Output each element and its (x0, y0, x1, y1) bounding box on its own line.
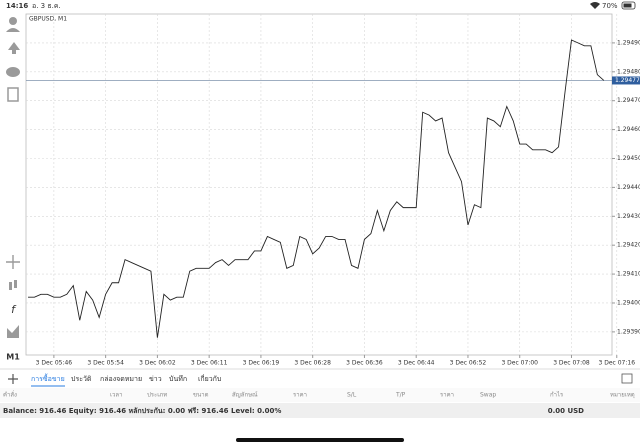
chart-title: GBPUSD, M1 (29, 16, 67, 23)
tab[interactable]: การซื้อขาย (31, 372, 65, 383)
left-toolbar: f M1 (6, 17, 20, 362)
price-line-series (28, 39, 605, 338)
battery-level (623, 3, 632, 8)
chat-icon[interactable] (6, 67, 20, 77)
price-tag (612, 76, 640, 85)
tab[interactable]: ประวัติ (71, 375, 92, 383)
objects-icon[interactable] (7, 325, 19, 338)
document-icon[interactable] (7, 87, 19, 102)
y-tick-label: 1.29460 (617, 126, 640, 133)
table-header-cell: สัญลักษณ์ (232, 391, 258, 399)
wifi-icon (590, 2, 600, 9)
y-tick-label: 1.29480 (617, 68, 640, 75)
home-indicator (236, 438, 404, 442)
balance-total: 0.00 USD (548, 407, 584, 415)
x-tick-label: 3 Dec 06:11 (191, 360, 228, 367)
tab[interactable]: บันทึก (169, 374, 187, 383)
add-button[interactable] (8, 374, 18, 384)
timeframe-button[interactable]: M1 (6, 353, 20, 362)
x-tick-label: 3 Dec 06:52 (450, 360, 487, 367)
status-battery: 70% (602, 2, 618, 10)
chart-frame (25, 13, 613, 356)
y-tick-label: 1.29430 (617, 213, 640, 220)
table-header-bg (0, 388, 640, 402)
y-tick-label: 1.29490 (617, 39, 640, 46)
y-tick-label: 1.29450 (617, 155, 640, 162)
candles-icon[interactable] (9, 282, 12, 290)
y-tick-label: 1.29440 (617, 184, 640, 191)
table-header-cell: Swap (480, 392, 496, 399)
table-header-cell: หมายเหตุ (610, 392, 635, 399)
table-header-cell: T/P (395, 392, 406, 399)
tab[interactable]: ข่าว (149, 375, 162, 383)
x-tick-label: 3 Dec 06:02 (139, 360, 176, 367)
x-tick-label: 3 Dec 07:08 (553, 360, 590, 367)
battery-icon (621, 1, 636, 10)
table-header-cell: ขนาด (193, 392, 209, 399)
x-tick-label: 3 Dec 07:00 (501, 360, 538, 367)
y-tick-label: 1.29470 (617, 97, 640, 104)
table-header-cell: คำสั่ง (3, 391, 17, 399)
indicators-icon[interactable]: f (11, 303, 17, 316)
layout-button[interactable] (621, 373, 633, 384)
x-tick-label: 3 Dec 06:36 (346, 360, 383, 367)
account-icon[interactable] (9, 17, 17, 25)
x-tick-label: 3 Dec 05:54 (87, 360, 124, 367)
tabs: การซื้อขาย ประวัติ กล่องจดหมาย ข่าว บันทึก เก… (31, 372, 221, 387)
table-header-cell: S/L (347, 392, 357, 399)
trade-icon[interactable] (8, 42, 20, 54)
table-header-cell: ราคา (293, 392, 307, 399)
y-tick-label: 1.29420 (617, 242, 640, 249)
status-time: 14:16 (6, 2, 28, 10)
x-tick-label: 3 Dec 06:28 (294, 360, 331, 367)
table-header-cell: กำไร (550, 391, 564, 399)
x-tick-label: 3 Dec 05:46 (36, 360, 73, 367)
balance-summary: Balance: 916.46 Equity: 916.46 หลักประกั… (3, 407, 281, 415)
crosshair-icon[interactable] (6, 255, 20, 269)
table-header-cell: เวลา (110, 392, 122, 399)
status-date: อ. 3 ธ.ค. (32, 2, 61, 10)
table-header-cell: ประเภท (147, 392, 167, 399)
tab[interactable]: กล่องจดหมาย (100, 375, 142, 383)
x-tick-label: 3 Dec 06:19 (243, 360, 280, 367)
x-tick-label: 3 Dec 07:16 (598, 360, 635, 367)
candles-icon-2 (14, 280, 17, 288)
account-icon-body (6, 28, 20, 32)
y-tick-label: 1.29390 (617, 328, 640, 335)
x-tick-label: 3 Dec 06:44 (398, 360, 435, 367)
price-tag-label: 1.29477 (615, 77, 640, 84)
table-header-cell: ราคา (440, 392, 454, 399)
table-header: คำสั่ง เวลา ประเภท ขนาด สัญลักษณ์ ราคา S/L T/P ร… (3, 391, 635, 399)
tab[interactable]: เกี่ยวกับ (198, 374, 221, 383)
y-tick-label: 1.29400 (617, 299, 640, 306)
y-tick-label: 1.29410 (617, 271, 640, 278)
chart: 1.29490 1.29480 1.29470 1.29460 1.29450 1.294… (26, 14, 640, 367)
balance-row-bg (0, 403, 640, 418)
